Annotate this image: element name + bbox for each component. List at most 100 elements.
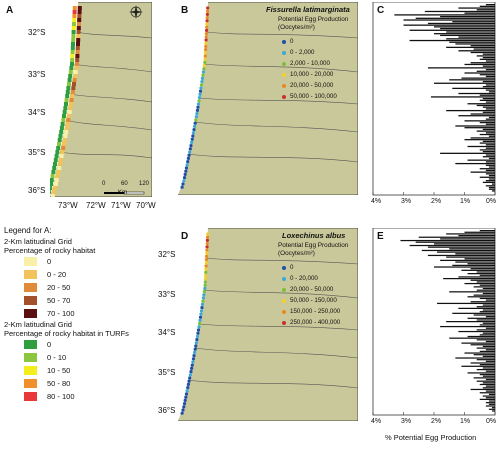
egg-production-dot (205, 16, 209, 20)
egg-production-dot (184, 395, 188, 399)
egg-production-dot (199, 86, 203, 90)
bar (440, 34, 495, 37)
egg-production-dot (203, 286, 207, 290)
bar (458, 7, 495, 9)
bar (482, 287, 495, 290)
e-xlabel: % Potential Egg Production (385, 433, 477, 442)
bar (482, 53, 495, 55)
legend-a-g2-item: 0 - 10 (4, 351, 174, 364)
bar (458, 50, 495, 52)
rocky-cell (67, 110, 72, 114)
bar (464, 282, 495, 285)
bar (476, 281, 495, 283)
bar (409, 39, 495, 42)
egg-production-dot (182, 405, 186, 409)
bar (418, 236, 495, 238)
turf-cell (57, 142, 61, 146)
scale-bar (104, 191, 145, 195)
rocky-cell (65, 122, 70, 126)
bar (437, 302, 495, 305)
turf-cell (71, 26, 76, 30)
egg-production-dot (201, 299, 205, 303)
legend-dot (282, 298, 286, 303)
bar (455, 357, 495, 359)
bar (476, 380, 495, 382)
legend-label: 50 - 80 (47, 379, 71, 388)
bar (488, 91, 495, 93)
legend-swatch (24, 257, 37, 266)
egg-production-dot (201, 296, 205, 300)
bar-chart-panel-e: E 4% 3% 2% 1% 0% (365, 228, 498, 433)
bar (485, 185, 495, 187)
bar (434, 26, 495, 28)
bar (479, 373, 495, 376)
bar (470, 137, 495, 139)
bar (482, 111, 495, 113)
rocky-cell (69, 102, 73, 106)
scale-label-60: 60 (121, 181, 128, 187)
rocky-cell (58, 158, 63, 162)
legend-a-g1-item: 70 - 100 (4, 307, 174, 320)
legend-a-group1-sub: Percentage of rocky habitat (4, 246, 96, 255)
bar (476, 130, 495, 132)
bar (461, 77, 495, 79)
panel-label-a: A (6, 5, 14, 16)
turf-cell (62, 114, 66, 118)
turf-cell (59, 130, 64, 134)
bar (476, 104, 495, 107)
rocky-cell (75, 58, 80, 62)
rocky-cell (76, 26, 81, 30)
egg-production-dot (190, 366, 194, 370)
bar (449, 337, 495, 339)
lat-label-a-33: 33°S (28, 70, 46, 79)
egg-production-dot (182, 402, 187, 406)
legend-a-g2-item: 80 - 100 (4, 390, 174, 403)
lat-label-d-36: 36°S (158, 406, 176, 415)
bar (458, 307, 495, 310)
bar (482, 56, 495, 59)
turf-cell (50, 190, 51, 194)
bar (440, 15, 495, 18)
legend-a-group2: 0 0 - 10 10 - 50 50 - 80 80 - 100 (4, 338, 174, 403)
legend-a-g2-item: 10 - 50 (4, 364, 174, 377)
bar (485, 164, 495, 166)
bar (467, 372, 495, 374)
bar (461, 365, 495, 367)
egg-production-dot (203, 283, 207, 287)
map-a-canvas (50, 2, 152, 197)
bar (467, 159, 495, 161)
egg-production-dot (191, 360, 195, 364)
bar (427, 22, 495, 25)
rocky-cell (77, 22, 81, 26)
legend-class-item: 0 - 20,000 (282, 275, 318, 282)
bar (485, 108, 495, 110)
bar (470, 362, 495, 364)
bar (488, 403, 495, 405)
bar (491, 183, 495, 185)
bar (482, 322, 495, 324)
bar (458, 92, 495, 95)
legend-swatch (24, 340, 37, 349)
bar (434, 243, 495, 245)
egg-production-dot (201, 73, 205, 77)
egg-production-dot (204, 28, 209, 32)
egg-production-dot (186, 382, 190, 386)
rocky-cell (76, 34, 81, 38)
legend-dot (282, 309, 286, 314)
bar (467, 335, 495, 338)
bar (479, 5, 495, 7)
bar (479, 58, 495, 60)
egg-production-dot (192, 128, 196, 132)
bar (409, 244, 495, 247)
egg-production-dot (196, 328, 201, 332)
egg-production-dot (203, 274, 208, 278)
bar (485, 385, 495, 387)
rocky-cell (66, 118, 71, 122)
legend-a-title: Legend for A: (4, 226, 52, 235)
bar (424, 10, 495, 13)
legend-class-label: 0 (290, 38, 294, 45)
bar (488, 116, 495, 119)
e-xtick-1: 1% (460, 418, 471, 425)
egg-production-dot (204, 32, 209, 36)
egg-production-dot (190, 137, 194, 141)
